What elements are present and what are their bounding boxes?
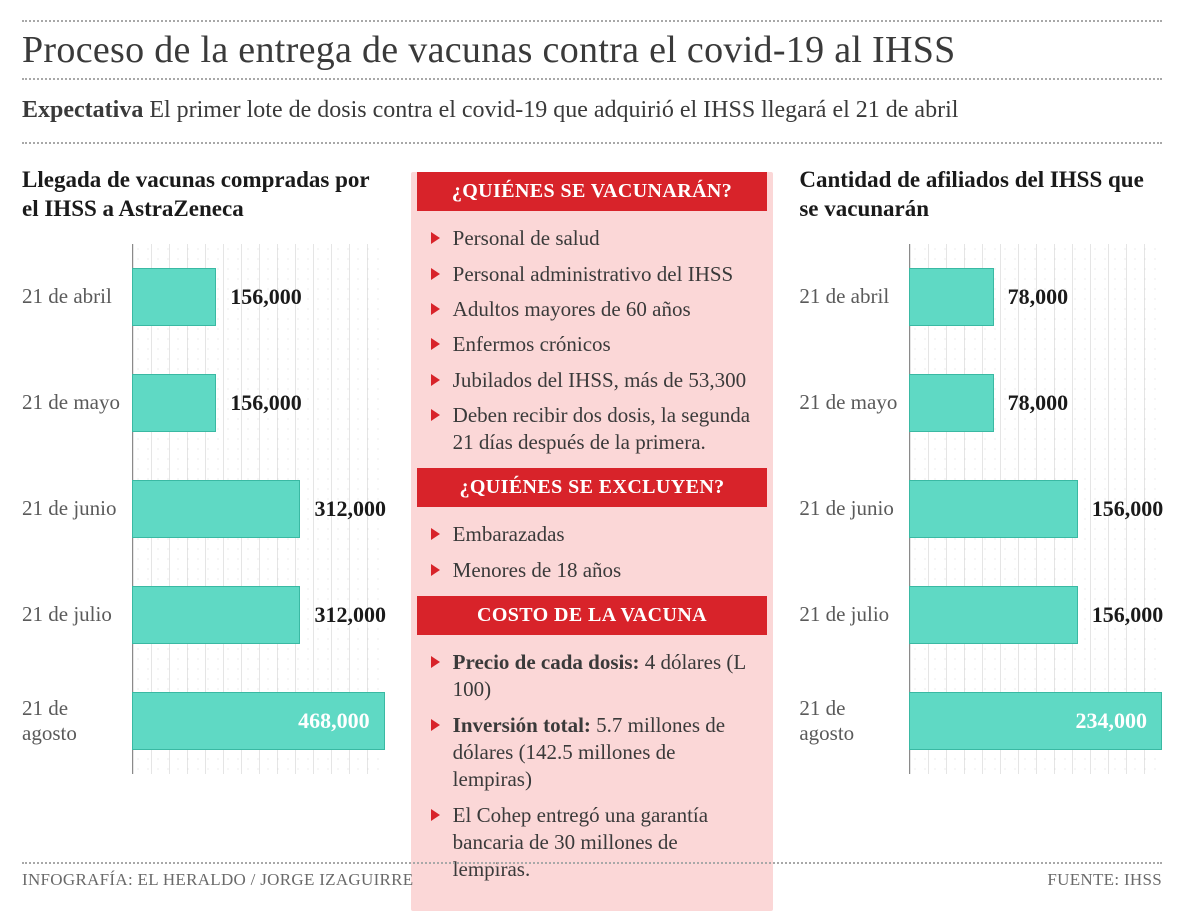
panel-heading: ¿QUIÉNES SE EXCLUYEN? xyxy=(417,468,768,507)
mid-column: ¿QUIÉNES SE VACUNARÁN?Personal de saludP… xyxy=(411,166,774,911)
bar-label: 21 de junio xyxy=(799,496,909,521)
left-chart-title: Llegada de vacunas compradas por el IHSS… xyxy=(22,166,385,224)
bar-label: 21 de agosto xyxy=(22,696,132,746)
bar-label: 21 de abril xyxy=(22,284,132,309)
info-panel: ¿QUIÉNES SE VACUNARÁN?Personal de saludP… xyxy=(411,172,774,911)
panel-item: Precio de cada dosis: 4 dólares (L 100) xyxy=(431,645,756,708)
bar-shell: 234,000 xyxy=(909,692,1162,750)
panel-heading: COSTO DE LA VACUNA xyxy=(417,596,768,635)
bar-shell: 312,000 xyxy=(132,586,385,644)
panel-list: Personal de saludPersonal administrativo… xyxy=(411,221,774,468)
bar-row: 21 de abril 78,000 xyxy=(799,265,1162,329)
panel-item: Embarazadas xyxy=(431,517,756,552)
bar-row: 21 de junio 312,000 xyxy=(22,477,385,541)
bar-label: 21 de agosto xyxy=(799,696,909,746)
bar-value: 156,000 xyxy=(230,390,302,416)
panel-list: EmbarazadasMenores de 18 años xyxy=(411,517,774,596)
panel-item: Jubilados del IHSS, más de 53,300 xyxy=(431,363,756,398)
bar xyxy=(132,480,300,538)
footer-right: FUENTE: IHSS xyxy=(1047,870,1162,890)
bar: 234,000 xyxy=(909,692,1162,750)
bar xyxy=(132,586,300,644)
top-rule xyxy=(22,20,1162,22)
panel-item: Inversión total: 5.7 millones de dólares… xyxy=(431,708,756,798)
bar-shell: 156,000 xyxy=(132,374,385,432)
left-chart: 21 de abril156,00021 de mayo156,00021 de… xyxy=(22,244,385,774)
right-chart-title: Cantidad de afiliados del IHSS que se va… xyxy=(799,166,1162,224)
footer: INFOGRAFÍA: EL HERALDO / JORGE IZAGUIRRE… xyxy=(22,862,1162,890)
left-column: Llegada de vacunas compradas por el IHSS… xyxy=(22,166,385,774)
bar xyxy=(909,480,1077,538)
bar-shell: 156,000 xyxy=(909,480,1162,538)
panel-item-strong: Precio de cada dosis: xyxy=(453,650,640,674)
bar xyxy=(909,374,993,432)
panel-item-strong: Inversión total: xyxy=(453,713,591,737)
bar-value: 234,000 xyxy=(1076,708,1148,734)
bar-row: 21 de junio 156,000 xyxy=(799,477,1162,541)
bar-value: 78,000 xyxy=(1008,284,1069,310)
page-title: Proceso de la entrega de vacunas contra … xyxy=(22,28,1162,72)
under-subtitle-rule xyxy=(22,142,1162,144)
bar-row: 21 de mayo 78,000 xyxy=(799,371,1162,435)
bar-value: 312,000 xyxy=(314,602,386,628)
footer-left: INFOGRAFÍA: EL HERALDO / JORGE IZAGUIRRE xyxy=(22,870,414,890)
bar: 468,000 xyxy=(132,692,385,750)
panel-item: Enfermos crónicos xyxy=(431,327,756,362)
bar-shell: 468,000 xyxy=(132,692,385,750)
bar-label: 21 de julio xyxy=(22,602,132,627)
bar-value: 156,000 xyxy=(1092,496,1164,522)
bar xyxy=(909,268,993,326)
bar-value: 78,000 xyxy=(1008,390,1069,416)
bar-value: 468,000 xyxy=(298,708,370,734)
bar xyxy=(132,374,216,432)
bar-shell: 78,000 xyxy=(909,374,1162,432)
bar-shell: 78,000 xyxy=(909,268,1162,326)
bar-shell: 156,000 xyxy=(909,586,1162,644)
bar-label: 21 de julio xyxy=(799,602,909,627)
bar-value: 156,000 xyxy=(230,284,302,310)
bar-row: 21 de julio 312,000 xyxy=(22,583,385,647)
bar-row: 21 de julio 156,000 xyxy=(799,583,1162,647)
bar-label: 21 de mayo xyxy=(799,390,909,415)
panel-item: Menores de 18 años xyxy=(431,553,756,588)
bar-label: 21 de mayo xyxy=(22,390,132,415)
panel-item: Personal de salud xyxy=(431,221,756,256)
panel-heading: ¿QUIÉNES SE VACUNARÁN? xyxy=(417,172,768,211)
bar-label: 21 de abril xyxy=(799,284,909,309)
bar-value: 312,000 xyxy=(314,496,386,522)
bar-row: 21 de agosto 468,000 xyxy=(22,689,385,753)
subtitle-strong: Expectativa xyxy=(22,97,143,123)
bar-shell: 312,000 xyxy=(132,480,385,538)
panel-item: Adultos mayores de 60 años xyxy=(431,292,756,327)
left-chart-rows: 21 de abril156,00021 de mayo156,00021 de… xyxy=(22,244,385,774)
bar-row: 21 de agosto 234,000 xyxy=(799,689,1162,753)
bar xyxy=(132,268,216,326)
bar xyxy=(909,586,1077,644)
bar-row: 21 de abril 156,000 xyxy=(22,265,385,329)
bar-row: 21 de mayo 156,000 xyxy=(22,371,385,435)
right-chart-rows: 21 de abril 78,000 21 de mayo 78,000 21 de j… xyxy=(799,244,1162,774)
panel-list: Precio de cada dosis: 4 dólares (L 100)I… xyxy=(411,645,774,895)
columns: Llegada de vacunas compradas por el IHSS… xyxy=(22,166,1162,911)
under-title-rule xyxy=(22,78,1162,80)
panel-item: Deben recibir dos dosis, la segunda 21 d… xyxy=(431,398,756,461)
panel-item: Personal administrativo del IHSS xyxy=(431,257,756,292)
right-chart: 21 de abril 78,000 21 de mayo 78,000 21 de j… xyxy=(799,244,1162,774)
subtitle: Expectativa El primer lote de dosis cont… xyxy=(22,86,1162,136)
bar-label: 21 de junio xyxy=(22,496,132,521)
bar-value: 156,000 xyxy=(1092,602,1164,628)
subtitle-rest: El primer lote de dosis contra el covid-… xyxy=(143,97,958,123)
right-column: Cantidad de afiliados del IHSS que se va… xyxy=(799,166,1162,774)
bar-shell: 156,000 xyxy=(132,268,385,326)
